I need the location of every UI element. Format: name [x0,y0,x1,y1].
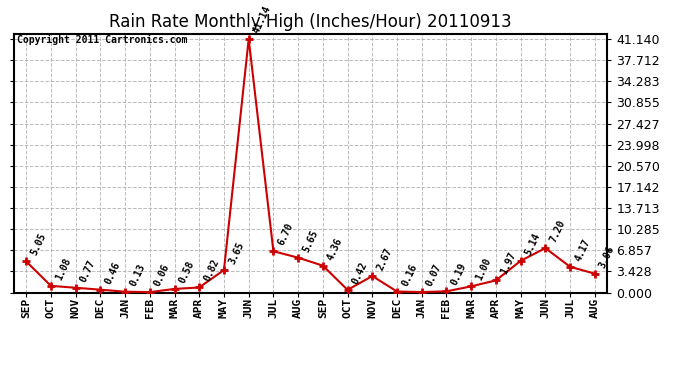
Text: 3.06: 3.06 [598,244,617,270]
Text: 0.77: 0.77 [79,258,97,284]
Title: Rain Rate Monthly High (Inches/Hour) 20110913: Rain Rate Monthly High (Inches/Hour) 201… [109,13,512,31]
Text: 4.36: 4.36 [326,236,344,261]
Text: 5.14: 5.14 [524,231,542,256]
Text: 7.20: 7.20 [548,219,567,244]
Text: 0.58: 0.58 [177,259,196,285]
Text: 1.08: 1.08 [54,256,72,282]
Text: 1.00: 1.00 [474,256,493,282]
Text: Copyright 2011 Cartronics.com: Copyright 2011 Cartronics.com [17,35,187,45]
Text: 5.65: 5.65 [301,228,320,254]
Text: 0.42: 0.42 [351,260,369,286]
Text: 0.07: 0.07 [424,262,444,288]
Text: 0.13: 0.13 [128,262,147,288]
Text: 0.16: 0.16 [400,262,419,287]
Text: 0.06: 0.06 [152,262,172,288]
Text: 5.05: 5.05 [29,232,48,257]
Text: 2.67: 2.67 [375,246,394,272]
Text: 0.82: 0.82 [202,258,221,283]
Text: 3.65: 3.65 [227,240,246,266]
Text: 4.17: 4.17 [573,237,592,262]
Text: 0.19: 0.19 [449,262,469,287]
Text: 0.46: 0.46 [103,260,122,285]
Text: 1.97: 1.97 [499,251,518,276]
Text: 6.70: 6.70 [276,222,295,247]
Text: 41.14: 41.14 [251,4,273,35]
